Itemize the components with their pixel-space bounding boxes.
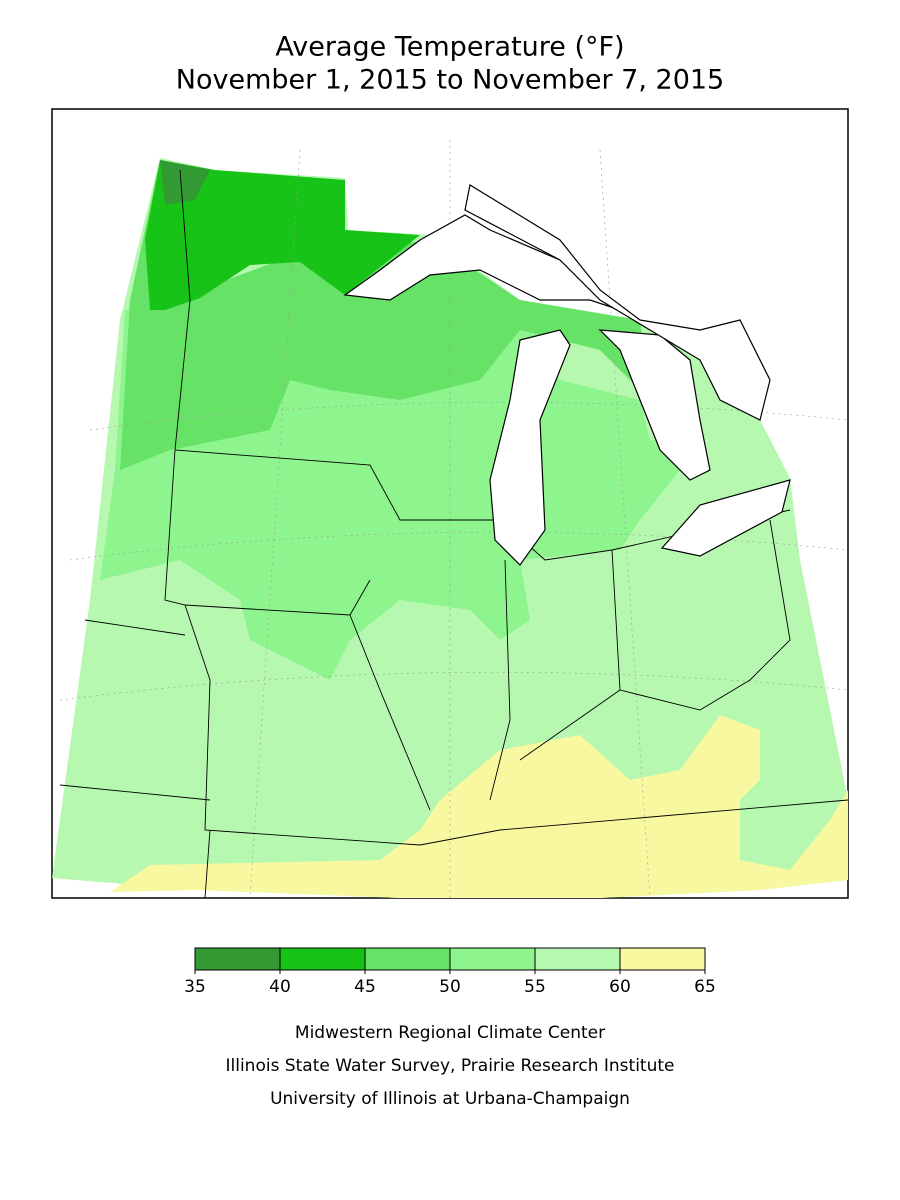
- zone: [120, 160, 650, 470]
- legend-swatch: [534, 947, 621, 971]
- zone: [160, 160, 210, 205]
- legend-tick-label: 35: [184, 977, 206, 997]
- map: [51, 108, 849, 899]
- legend-swatch: [449, 947, 536, 971]
- legend-tick-label: 40: [269, 977, 291, 997]
- lake: [598, 329, 711, 481]
- title: Average Temperature (°F): [275, 32, 624, 63]
- legend-swatch: [364, 947, 451, 971]
- legend-tick-label: 65: [694, 977, 716, 997]
- credit: University of Illinois at Urbana-Champai…: [270, 1089, 630, 1109]
- legend-tick-label: 45: [354, 977, 376, 997]
- legend-swatch: [619, 947, 706, 971]
- legend-swatch: [194, 947, 281, 971]
- credit: Midwestern Regional Climate Center: [295, 1023, 605, 1043]
- legend-tick-label: 60: [609, 977, 631, 997]
- legend: 35 40 45 50 55 60 65: [184, 947, 716, 997]
- lake: [660, 479, 791, 557]
- credit: Illinois State Water Survey, Prairie Res…: [226, 1056, 675, 1076]
- lake: [464, 184, 771, 421]
- legend-tick-label: 50: [439, 977, 461, 997]
- legend-swatch: [279, 947, 366, 971]
- lake: [489, 329, 571, 566]
- legend-tick-label: 55: [524, 977, 546, 997]
- subtitle: November 1, 2015 to November 7, 2015: [176, 65, 724, 96]
- zone: [110, 715, 848, 898]
- zone: [145, 160, 420, 310]
